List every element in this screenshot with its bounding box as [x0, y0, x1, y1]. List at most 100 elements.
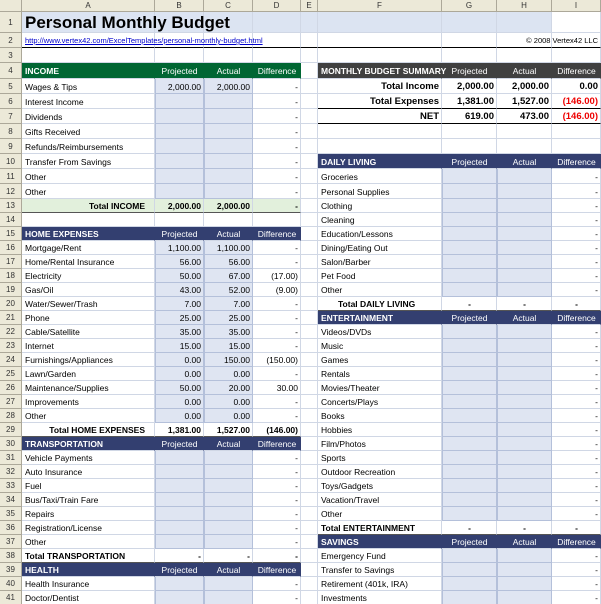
- cell-text: -: [595, 439, 598, 449]
- cell: [301, 465, 318, 479]
- cell: [204, 563, 253, 577]
- cell: [204, 12, 253, 33]
- cell-text: -: [295, 341, 298, 351]
- cell-text: -: [247, 551, 250, 561]
- row-number: 34: [0, 493, 22, 507]
- cell: [204, 493, 253, 507]
- row-number: 31: [0, 451, 22, 465]
- cell: [155, 124, 204, 139]
- cell-text: Music: [321, 341, 344, 351]
- cell-text: 20.00: [228, 383, 250, 393]
- cell: [253, 139, 301, 154]
- cell-text: Hobbies: [321, 425, 353, 435]
- row-number: 23: [0, 339, 22, 353]
- cell: [552, 48, 601, 63]
- cell-text: Vehicle Payments: [25, 453, 93, 463]
- cell: [301, 381, 318, 395]
- cell: [155, 479, 204, 493]
- cell: [497, 154, 552, 169]
- cell-text: (146.00): [266, 425, 298, 435]
- row-number: 33: [0, 479, 22, 493]
- cell: [318, 423, 442, 437]
- cell-text: Home/Rental Insurance: [25, 257, 115, 267]
- cell: [318, 479, 442, 493]
- cell-text: SAVINGS: [321, 537, 359, 547]
- cell: [253, 109, 301, 124]
- cell: [22, 381, 155, 395]
- row-number: 21: [0, 311, 22, 325]
- cell: [442, 227, 497, 241]
- cell-text: INCOME: [25, 66, 59, 76]
- cell: [204, 63, 253, 79]
- cell: [22, 563, 155, 577]
- cell-text: -: [295, 299, 298, 309]
- cell-text: -: [595, 481, 598, 491]
- cell: [497, 535, 552, 549]
- cell: [442, 563, 497, 577]
- cell: [301, 409, 318, 423]
- cell: [318, 381, 442, 395]
- cell-text: Cable/Satellite: [25, 327, 80, 337]
- cell-text: -: [523, 523, 526, 533]
- cell: [22, 367, 155, 381]
- cell-text: 25.00: [228, 313, 250, 323]
- cell-text: 1,100.00: [216, 243, 250, 253]
- cell: [22, 63, 155, 79]
- cell-text: Clothing: [321, 201, 353, 211]
- cell: [204, 199, 253, 213]
- row-number: 25: [0, 367, 22, 381]
- cell: [497, 241, 552, 255]
- cell-text: 0.00: [233, 411, 250, 421]
- cell-text: Transfer to Savings: [321, 565, 395, 575]
- cell-text: Total ENTERTAINMENT: [321, 523, 416, 533]
- cell: [155, 269, 204, 283]
- cell-text: Rentals: [321, 369, 350, 379]
- cell: [497, 297, 552, 311]
- row-number: 37: [0, 535, 22, 549]
- cell-text: Outdoor Recreation: [321, 467, 396, 477]
- cell: [253, 63, 301, 79]
- cell-text: 0.00: [184, 411, 201, 421]
- cell: [253, 311, 301, 325]
- cell-text: Projected: [451, 537, 488, 547]
- cell-text: Improvements: [25, 397, 79, 407]
- cell: [552, 139, 601, 154]
- cell: [497, 563, 552, 577]
- cell: [301, 339, 318, 353]
- column-header: C: [204, 0, 253, 12]
- cell-text: -: [595, 341, 598, 351]
- cell: [442, 33, 497, 48]
- cell: [442, 255, 497, 269]
- cell: [442, 12, 497, 33]
- cell: [253, 409, 301, 423]
- row-number: 26: [0, 381, 22, 395]
- cell: [204, 367, 253, 381]
- cell: [22, 507, 155, 521]
- cell: [204, 521, 253, 535]
- cell: [204, 311, 253, 325]
- cell-text: -: [595, 425, 598, 435]
- cell: [22, 409, 155, 423]
- cell-text: Total HOME EXPENSES: [49, 425, 145, 435]
- cell: [155, 353, 204, 367]
- cell: [22, 339, 155, 353]
- cell: [301, 94, 318, 109]
- cell: [253, 227, 301, 241]
- cell-text: -: [295, 141, 298, 152]
- cell: [22, 577, 155, 591]
- cell-text: -: [295, 411, 298, 421]
- cell-text: Emergency Fund: [321, 551, 386, 561]
- cell: [204, 479, 253, 493]
- cell-text: 0.00: [233, 397, 250, 407]
- cell: [155, 199, 204, 213]
- cell: [318, 12, 442, 33]
- cell-text: Retirement (401k, IRA): [321, 579, 408, 589]
- cell: [22, 199, 155, 213]
- cell: [22, 549, 155, 563]
- cell: [155, 465, 204, 479]
- row-number: 15: [0, 227, 22, 241]
- cell: [253, 48, 301, 63]
- cell-text: Interest Income: [25, 96, 84, 107]
- cell: [301, 521, 318, 535]
- row-number: 18: [0, 269, 22, 283]
